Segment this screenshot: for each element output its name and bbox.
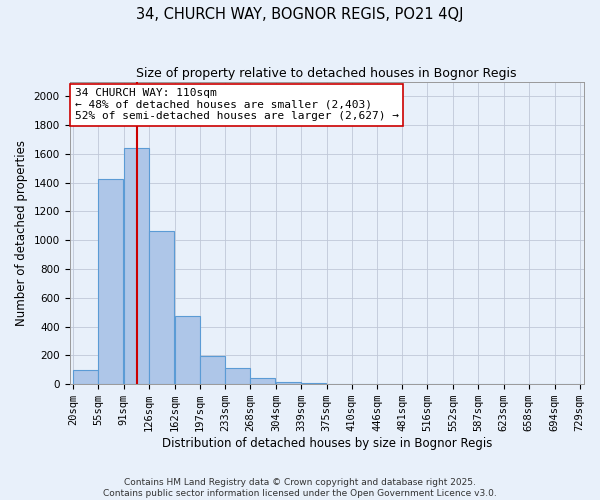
Bar: [73, 370, 98, 384]
Bar: [250, 378, 275, 384]
Bar: [149, 231, 174, 384]
Bar: [200, 356, 224, 384]
Bar: [276, 382, 301, 384]
X-axis label: Distribution of detached houses by size in Bognor Regis: Distribution of detached houses by size …: [161, 437, 492, 450]
Bar: [301, 382, 326, 384]
Bar: [225, 368, 250, 384]
Bar: [175, 316, 200, 384]
Text: 34, CHURCH WAY, BOGNOR REGIS, PO21 4QJ: 34, CHURCH WAY, BOGNOR REGIS, PO21 4QJ: [136, 8, 464, 22]
Bar: [98, 180, 123, 384]
Title: Size of property relative to detached houses in Bognor Regis: Size of property relative to detached ho…: [136, 68, 517, 80]
Y-axis label: Number of detached properties: Number of detached properties: [15, 140, 28, 326]
Bar: [124, 148, 149, 384]
Text: Contains HM Land Registry data © Crown copyright and database right 2025.
Contai: Contains HM Land Registry data © Crown c…: [103, 478, 497, 498]
Text: 34 CHURCH WAY: 110sqm
← 48% of detached houses are smaller (2,403)
52% of semi-d: 34 CHURCH WAY: 110sqm ← 48% of detached …: [74, 88, 398, 122]
